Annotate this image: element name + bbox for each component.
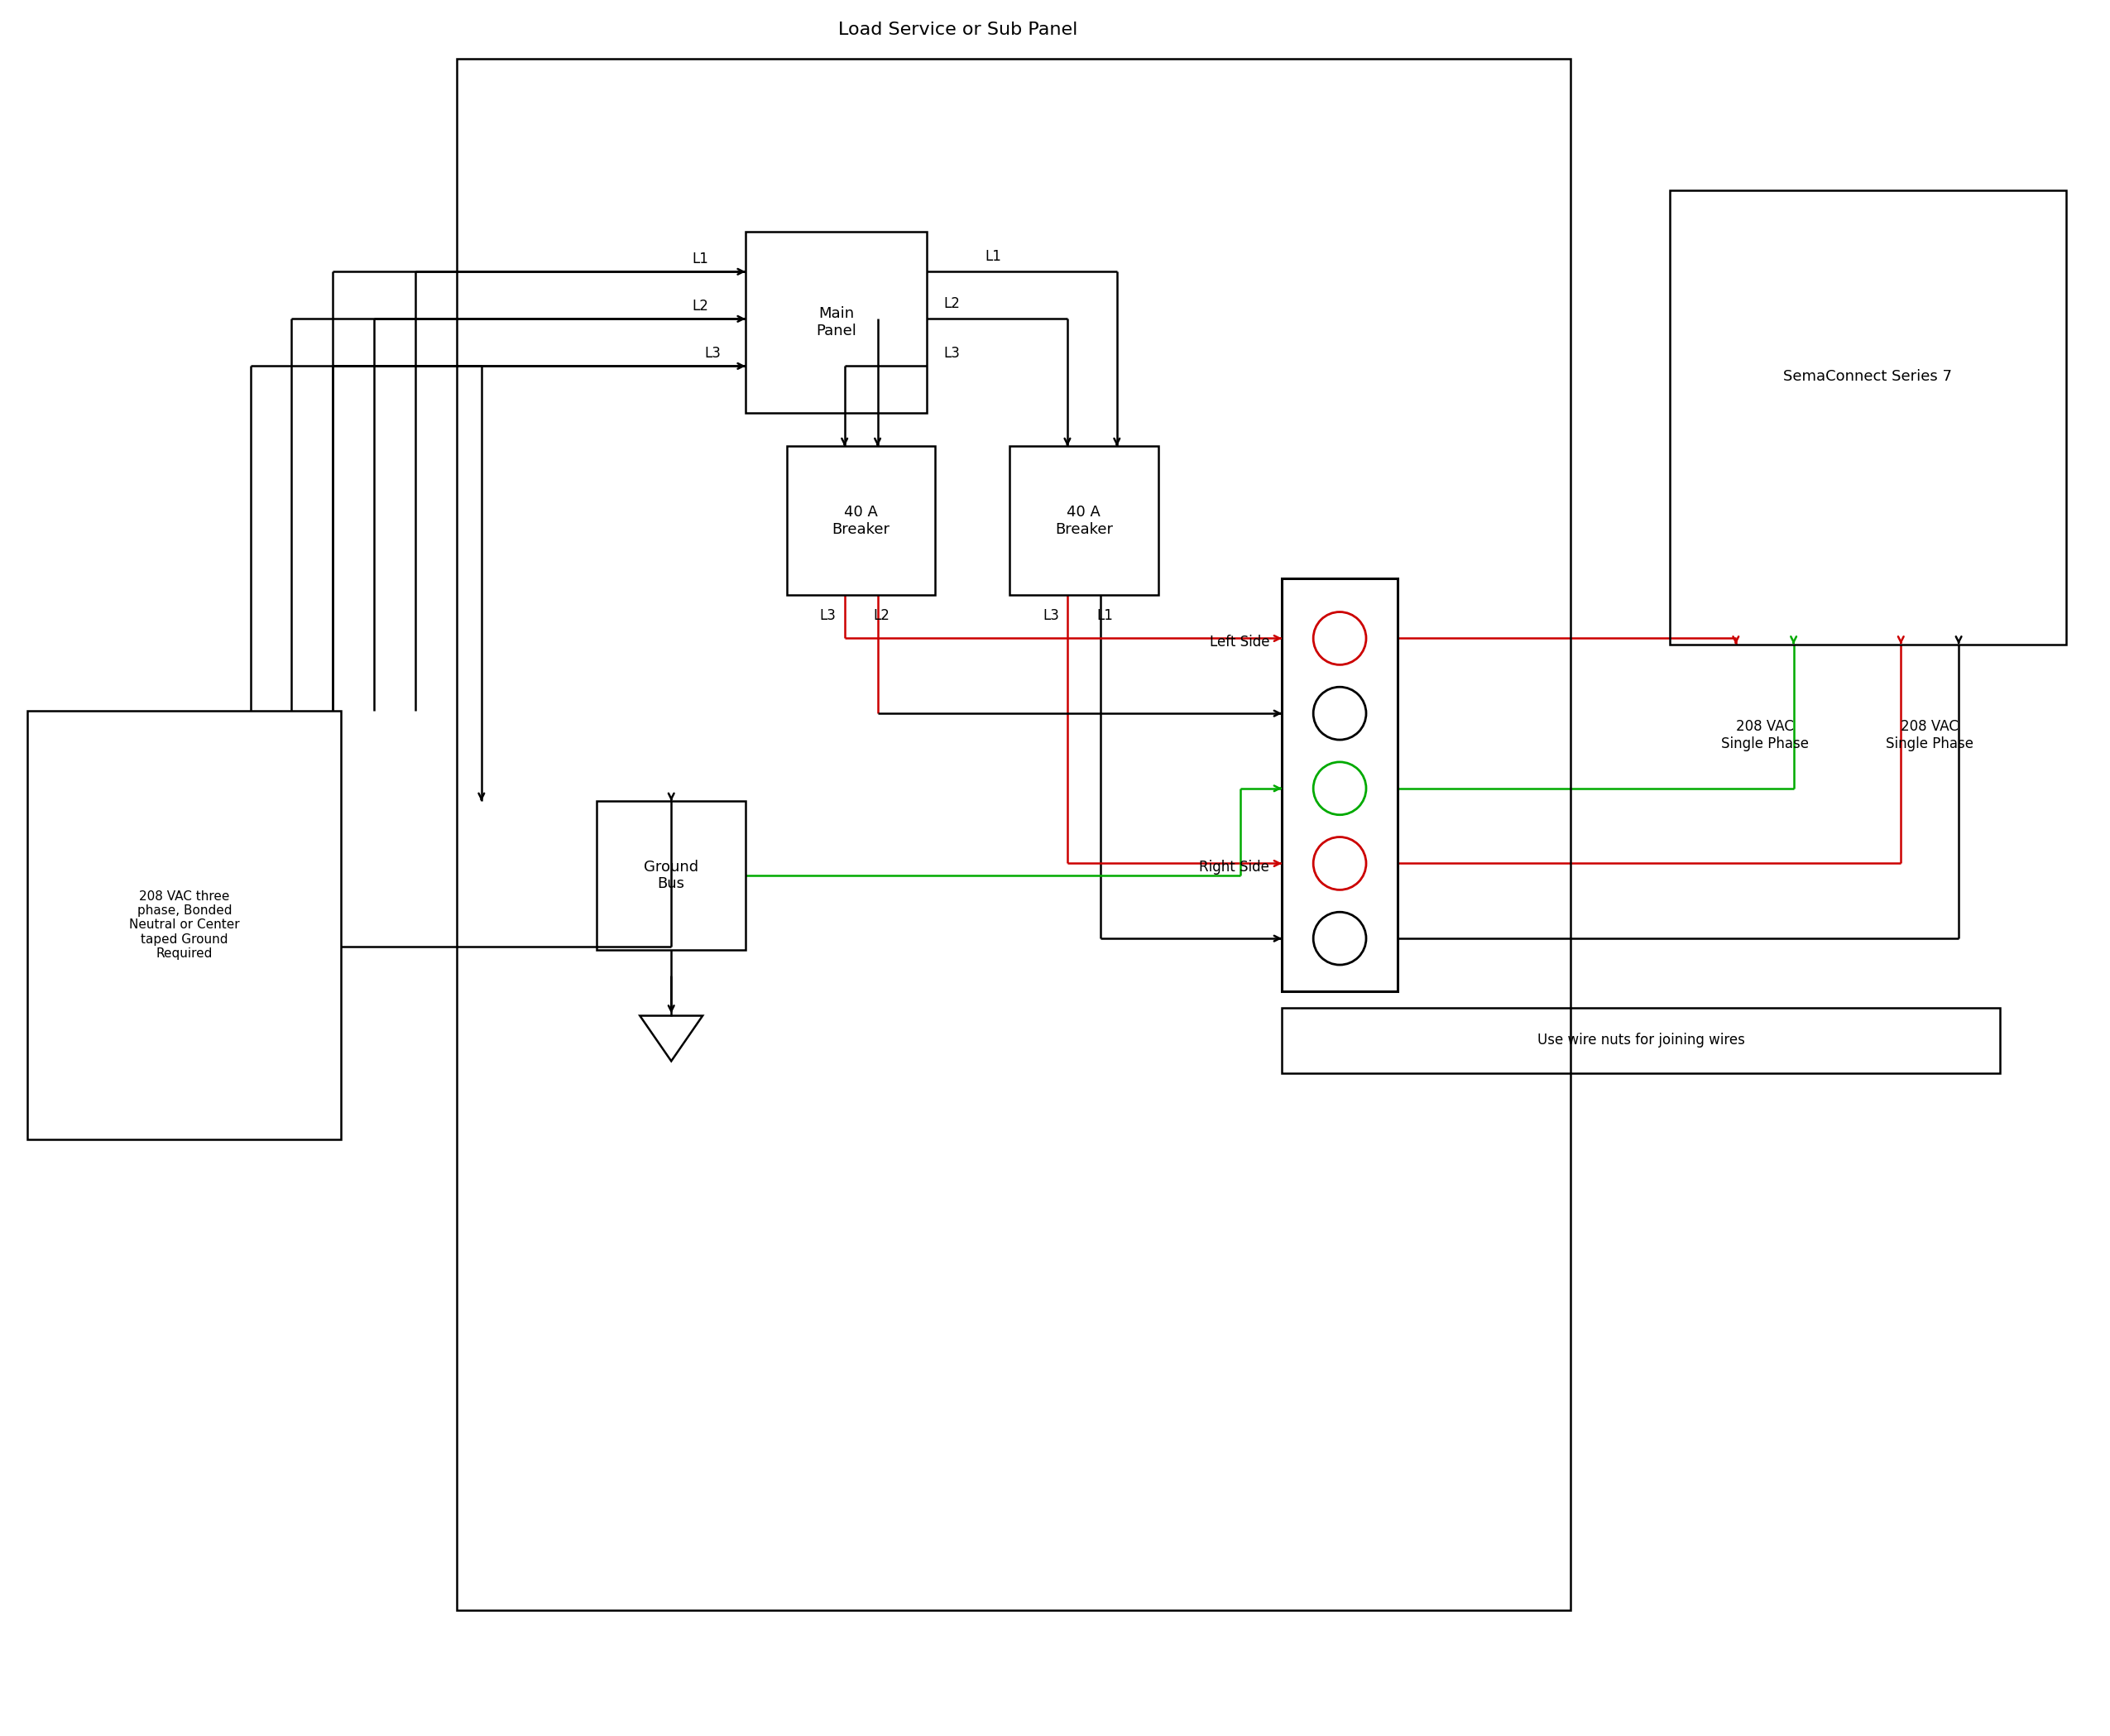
Text: L1: L1	[692, 252, 709, 267]
Bar	[1669, 191, 2066, 644]
Bar	[1283, 578, 1397, 991]
Bar	[597, 800, 745, 950]
Text: L2: L2	[874, 608, 890, 623]
Text: L1: L1	[985, 250, 1002, 264]
Text: Left Side: Left Side	[1209, 635, 1270, 649]
Text: Right Side: Right Side	[1198, 859, 1270, 875]
Text: Ground
Bus: Ground Bus	[644, 859, 698, 892]
Text: L3: L3	[821, 608, 836, 623]
Text: L3: L3	[1042, 608, 1059, 623]
Bar	[745, 231, 926, 413]
Text: 208 VAC three
phase, Bonded
Neutral or Center
taped Ground
Required: 208 VAC three phase, Bonded Neutral or C…	[129, 891, 241, 960]
Bar	[456, 59, 1570, 1609]
Text: 208 VAC
Single Phase: 208 VAC Single Phase	[1886, 719, 1973, 752]
Text: 40 A
Breaker: 40 A Breaker	[1055, 505, 1112, 536]
Text: 40 A
Breaker: 40 A Breaker	[831, 505, 890, 536]
Bar	[27, 710, 342, 1139]
Text: L3: L3	[943, 345, 960, 361]
Text: Main
Panel: Main Panel	[817, 307, 857, 339]
Text: L2: L2	[692, 299, 709, 314]
Text: SemaConnect Series 7: SemaConnect Series 7	[1783, 368, 1952, 384]
Text: L2: L2	[943, 297, 960, 311]
Text: L3: L3	[705, 345, 722, 361]
Bar	[1009, 446, 1158, 595]
Text: L1: L1	[1097, 608, 1112, 623]
Bar	[1283, 1007, 2000, 1073]
Text: Use wire nuts for joining wires: Use wire nuts for joining wires	[1538, 1033, 1745, 1049]
Text: Load Service or Sub Panel: Load Service or Sub Panel	[838, 21, 1078, 38]
Text: 208 VAC
Single Phase: 208 VAC Single Phase	[1722, 719, 1808, 752]
Bar	[787, 446, 935, 595]
